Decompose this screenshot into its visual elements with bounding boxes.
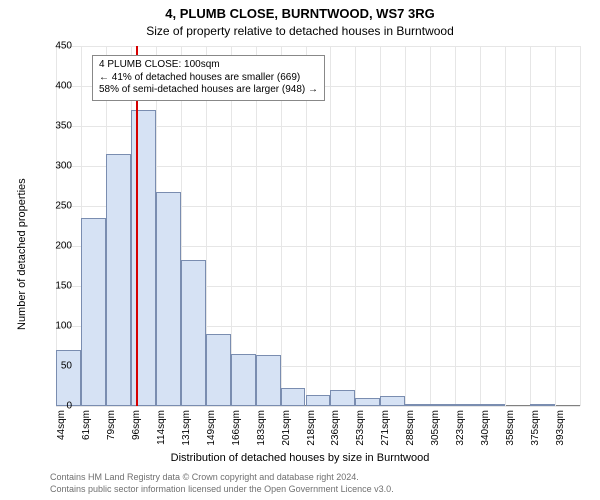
y-tick-label: 100 xyxy=(32,321,72,332)
histogram-bar xyxy=(181,260,206,406)
gridline-v xyxy=(430,46,431,406)
histogram-bar xyxy=(81,218,106,406)
x-tick-label: 79sqm xyxy=(106,410,117,450)
gridline-v xyxy=(405,46,406,406)
gridline-v xyxy=(455,46,456,406)
x-tick-label: 114sqm xyxy=(156,410,167,450)
x-tick-label: 375sqm xyxy=(530,410,541,450)
histogram-bar xyxy=(530,404,555,406)
histogram-bar xyxy=(455,404,480,406)
y-tick-label: 350 xyxy=(32,121,72,132)
gridline-v xyxy=(355,46,356,406)
x-tick-label: 218sqm xyxy=(306,410,317,450)
histogram-bar xyxy=(380,396,405,406)
x-tick-label: 166sqm xyxy=(231,410,242,450)
gridline-v xyxy=(330,46,331,406)
y-tick-label: 250 xyxy=(32,201,72,212)
x-tick-label: 340sqm xyxy=(480,410,491,450)
chart-container: 4, PLUMB CLOSE, BURNTWOOD, WS7 3RG Size … xyxy=(0,0,600,500)
x-tick-label: 271sqm xyxy=(380,410,391,450)
gridline-v xyxy=(555,46,556,406)
chart-title: 4, PLUMB CLOSE, BURNTWOOD, WS7 3RG xyxy=(0,6,600,21)
y-tick-label: 300 xyxy=(32,161,72,172)
annotation-line-2: ← 41% of detached houses are smaller (66… xyxy=(99,72,318,85)
histogram-bar xyxy=(306,395,331,406)
histogram-bar xyxy=(131,110,156,406)
gridline-h xyxy=(56,406,580,407)
x-tick-label: 358sqm xyxy=(505,410,516,450)
annotation-line-1: 4 PLUMB CLOSE: 100sqm xyxy=(99,59,318,72)
y-axis-label: Number of detached properties xyxy=(16,178,28,330)
histogram-bar xyxy=(330,390,355,406)
histogram-bar xyxy=(355,398,380,406)
footer-line-2: Contains public sector information licen… xyxy=(50,484,394,494)
x-tick-label: 96sqm xyxy=(131,410,142,450)
x-axis-label: Distribution of detached houses by size … xyxy=(0,452,600,464)
histogram-bar xyxy=(231,354,256,406)
x-tick-label: 236sqm xyxy=(330,410,341,450)
gridline-v xyxy=(505,46,506,406)
y-tick-label: 200 xyxy=(32,241,72,252)
x-tick-label: 44sqm xyxy=(56,410,67,450)
histogram-bar xyxy=(480,404,505,406)
x-tick-label: 183sqm xyxy=(256,410,267,450)
chart-subtitle: Size of property relative to detached ho… xyxy=(0,24,600,38)
x-tick-label: 253sqm xyxy=(355,410,366,450)
histogram-bar xyxy=(206,334,231,406)
annotation-box: 4 PLUMB CLOSE: 100sqm ← 41% of detached … xyxy=(92,55,325,101)
histogram-bar xyxy=(106,154,131,406)
histogram-bar xyxy=(156,192,181,406)
x-tick-label: 288sqm xyxy=(405,410,416,450)
y-tick-label: 450 xyxy=(32,41,72,52)
gridline-v xyxy=(480,46,481,406)
gridline-v xyxy=(380,46,381,406)
x-tick-label: 61sqm xyxy=(81,410,92,450)
y-tick-label: 50 xyxy=(32,361,72,372)
histogram-bar xyxy=(430,404,455,406)
x-tick-label: 305sqm xyxy=(430,410,441,450)
histogram-bar xyxy=(281,388,306,406)
annotation-line-3: 58% of semi-detached houses are larger (… xyxy=(99,84,318,97)
gridline-v xyxy=(530,46,531,406)
histogram-bar xyxy=(256,355,281,406)
y-tick-label: 150 xyxy=(32,281,72,292)
x-tick-label: 149sqm xyxy=(206,410,217,450)
x-tick-label: 393sqm xyxy=(555,410,566,450)
histogram-bar xyxy=(56,350,81,406)
gridline-h xyxy=(56,46,580,47)
x-tick-label: 323sqm xyxy=(455,410,466,450)
histogram-bar xyxy=(405,404,430,406)
x-tick-label: 131sqm xyxy=(181,410,192,450)
gridline-v xyxy=(580,46,581,406)
footer-line-1: Contains HM Land Registry data © Crown c… xyxy=(50,472,359,482)
y-tick-label: 400 xyxy=(32,81,72,92)
x-tick-label: 201sqm xyxy=(281,410,292,450)
